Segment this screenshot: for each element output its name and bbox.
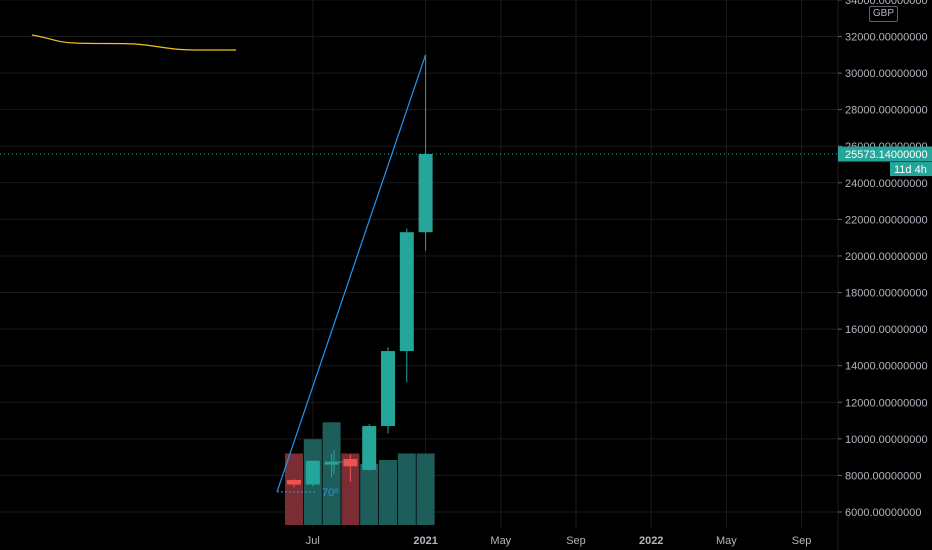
candle-body: [305, 460, 320, 485]
price-tick-label: 34000.00000000: [845, 0, 928, 7]
volume-bar: [379, 460, 397, 525]
price-axis[interactable]: 6000.00000000 8000.00000000 10000.00000000…: [837, 0, 928, 550]
trend-line: [276, 54, 427, 493]
price-tick-label: 24000.00000000: [845, 178, 928, 190]
time-tick-label: Sep: [566, 535, 586, 547]
countdown-tag: [890, 162, 932, 177]
indicator-line-path: [31, 34, 236, 51]
countdown-tag-label: 11d 4h: [894, 164, 927, 176]
candle-body: [381, 351, 395, 427]
candlesticks: [287, 54, 433, 488]
volume-bar: [397, 453, 416, 525]
price-tick-label: 16000.00000000: [845, 324, 928, 336]
candle-body: [324, 462, 339, 465]
candle-body: [399, 232, 414, 352]
price-tick-label: 18000.00000000: [845, 288, 928, 300]
indicator-line: [31, 34, 236, 51]
price-tick-label: 30000.00000000: [845, 68, 928, 80]
time-tick-label: May: [716, 535, 737, 547]
price-tags: 25573.14000000 11d 4h: [838, 146, 932, 177]
candle-body: [343, 458, 358, 467]
price-tick-label: 14000.00000000: [845, 361, 928, 373]
volume-bar: [360, 463, 379, 525]
current-price-tag: [838, 146, 932, 162]
current-price-tag-label: 25573.14000000: [845, 149, 928, 161]
time-axis[interactable]: Jul 2021 May Sep 2022 May Sep: [306, 535, 812, 547]
currency-badge[interactable]: GBP: [868, 6, 898, 22]
price-tick-label: 12000.00000000: [845, 397, 928, 409]
time-tick-label: Jul: [306, 535, 320, 547]
grid-lines: [0, 0, 838, 528]
candle-body: [418, 154, 433, 233]
candle-body: [362, 426, 377, 470]
price-tick-label: 6000.00000000: [845, 507, 921, 519]
price-tick-label: 10000.00000000: [845, 434, 928, 446]
price-tick-label: 20000.00000000: [845, 251, 928, 263]
price-tick-label: 8000.00000000: [845, 470, 921, 482]
price-tick-label: 28000.00000000: [845, 105, 928, 117]
time-tick-label: Sep: [792, 535, 812, 547]
volume-bar: [341, 453, 360, 525]
time-tick-label: 2022: [639, 535, 663, 547]
time-tick-label: May: [490, 535, 511, 547]
candle-body: [287, 479, 301, 485]
volume-bar: [416, 453, 435, 525]
trend-line-tool[interactable]: 70º: [276, 54, 427, 499]
price-tick-label: 22000.00000000: [845, 214, 928, 226]
time-tick-label: 2021: [413, 535, 437, 547]
volume-bar: [285, 453, 303, 525]
price-tick-label: 32000.00000000: [845, 32, 928, 44]
trend-angle-label: 70º: [322, 487, 338, 499]
